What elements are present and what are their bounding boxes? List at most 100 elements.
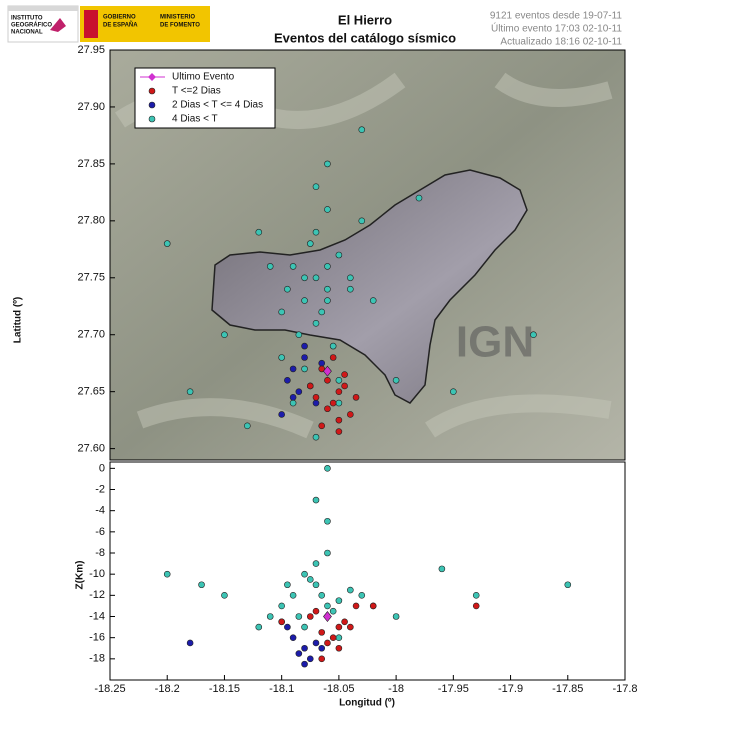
event-point <box>324 405 331 413</box>
event-point <box>392 376 400 384</box>
event-point <box>312 581 320 589</box>
event-point <box>295 331 303 339</box>
y-axis-label: Z(Km) <box>75 561 86 590</box>
last-event-marker <box>323 365 332 377</box>
y-tick-label: -16 <box>89 632 105 644</box>
event-point <box>306 576 314 583</box>
event-point <box>284 623 291 631</box>
event-point <box>318 592 326 599</box>
y-tick-label: 27.80 <box>77 215 105 227</box>
y-tick-label: -2 <box>95 483 105 495</box>
event-point <box>329 607 337 615</box>
y-tick-label: -10 <box>89 568 105 580</box>
event-point <box>450 388 457 395</box>
x-tick-label: -18.05 <box>323 683 354 695</box>
event-point <box>284 376 291 384</box>
event-point <box>335 597 343 604</box>
x-tick-label: -18.15 <box>209 683 240 695</box>
event-point <box>324 549 331 557</box>
y-axis-label: Latitud (º) <box>13 297 24 343</box>
event-point <box>324 263 331 270</box>
event-point <box>278 602 285 610</box>
event-point <box>329 399 337 407</box>
event-point <box>266 263 274 270</box>
event-point <box>312 607 320 615</box>
event-point <box>358 217 366 225</box>
ign-logo-text: GEOGRÁFICO <box>11 22 52 29</box>
event-point <box>278 354 285 361</box>
x-tick-label: -17.95 <box>438 683 469 695</box>
event-point <box>335 251 343 259</box>
ministry-logo-text: DE FOMENTO <box>160 23 200 29</box>
event-point <box>301 342 308 350</box>
event-point <box>289 394 297 401</box>
event-point <box>564 581 572 589</box>
event-point <box>306 655 314 663</box>
event-point <box>335 416 343 424</box>
event-point <box>221 592 228 599</box>
event-point <box>369 297 377 304</box>
top-frame <box>109 49 626 461</box>
event-point <box>312 183 320 190</box>
event-point <box>301 644 308 652</box>
ign-logo-mark <box>50 18 66 32</box>
event-point <box>324 297 331 304</box>
event-point <box>318 644 326 652</box>
x-tick-label: -18.2 <box>155 683 180 695</box>
event-point <box>163 240 171 247</box>
event-point <box>324 639 331 647</box>
event-point <box>324 517 331 525</box>
island <box>211 169 528 404</box>
y-tick-label: -18 <box>89 653 105 665</box>
y-tick-label: 27.70 <box>77 329 105 341</box>
last-event-marker <box>323 611 332 622</box>
event-point <box>312 394 320 401</box>
ministry-logo-text: MINISTERIO <box>160 15 195 21</box>
event-point <box>278 308 285 316</box>
event-point <box>341 618 348 626</box>
event-point <box>318 422 326 430</box>
event-point <box>341 371 348 378</box>
event-point <box>324 602 331 610</box>
title: El Hierro <box>338 12 392 27</box>
event-point <box>244 422 251 430</box>
event-point <box>301 274 308 282</box>
x-axis-label: Longitud (º) <box>339 698 395 709</box>
x-tick-label: -17.8 <box>612 683 637 695</box>
event-point <box>255 623 263 631</box>
event-point <box>318 308 326 316</box>
event-point <box>278 618 285 626</box>
event-point <box>312 639 320 647</box>
event-point <box>163 570 171 578</box>
event-point <box>318 629 326 636</box>
event-point <box>335 644 343 652</box>
event-point <box>415 194 423 202</box>
event-point <box>347 623 354 631</box>
y-tick-label: 27.95 <box>77 44 105 56</box>
event-point <box>295 613 303 620</box>
event-point <box>306 240 314 247</box>
event-point <box>335 376 343 384</box>
event-point <box>289 365 297 373</box>
x-tick-label: -18.1 <box>269 683 294 695</box>
y-tick-label: -14 <box>89 610 105 622</box>
event-point <box>312 433 320 441</box>
event-point <box>324 206 331 213</box>
event-point <box>301 365 308 373</box>
ign-logo-bar <box>8 6 78 11</box>
event-point <box>392 613 400 620</box>
event-point <box>472 592 480 599</box>
y-tick-label: -6 <box>95 526 105 538</box>
gov-logo-text: GOBIERNO <box>103 15 136 21</box>
ign-logo-text: INSTITUTO <box>11 16 43 22</box>
event-point <box>335 623 343 631</box>
event-point <box>301 623 308 631</box>
event-point <box>352 394 360 401</box>
event-point <box>341 382 348 390</box>
event-point <box>335 428 343 435</box>
gov-logo-shield <box>84 10 98 38</box>
event-point <box>306 613 314 620</box>
info-line: Actualizado 18:16 02-10-11 <box>500 37 622 48</box>
info-line: 9121 eventos desde 19-07-11 <box>490 11 623 22</box>
event-point <box>438 565 446 573</box>
